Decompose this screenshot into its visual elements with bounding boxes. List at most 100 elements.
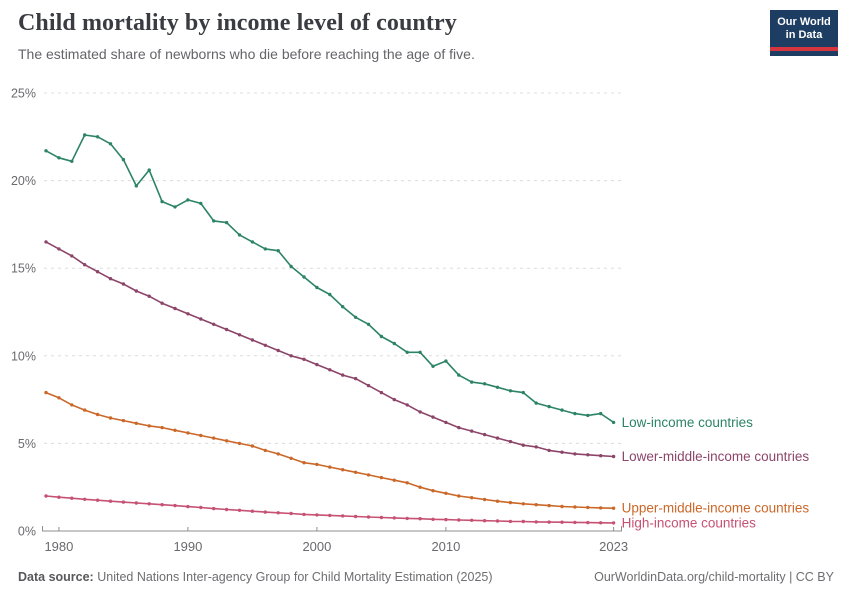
data-point-upper-middle-income-countries [160, 425, 164, 430]
data-point-high-income-countries [70, 496, 74, 500]
data-point-upper-middle-income-countries [147, 424, 151, 428]
data-point-low-income-countries [560, 408, 564, 412]
data-point-lower-middle-income-countries [508, 439, 513, 444]
data-point-lower-middle-income-countries [186, 312, 190, 316]
data-point-low-income-countries [366, 322, 371, 326]
data-point-high-income-countries [508, 519, 513, 524]
data-point-low-income-countries [353, 315, 358, 319]
data-point-low-income-countries [173, 205, 177, 209]
data-point-lower-middle-income-countries [444, 420, 448, 425]
data-point-upper-middle-income-countries [263, 448, 267, 453]
data-point-high-income-countries [121, 500, 126, 504]
data-point-lower-middle-income-countries [212, 322, 216, 326]
series-label-upper-middle-income-countries[interactable]: Upper-middle-income countries [622, 501, 810, 516]
data-point-lower-middle-income-countries [44, 240, 48, 244]
data-point-lower-middle-income-countries [611, 454, 616, 459]
data-point-upper-middle-income-countries [405, 481, 409, 485]
data-point-upper-middle-income-countries [599, 506, 603, 510]
y-tick-label: 15% [11, 262, 36, 276]
data-point-lower-middle-income-countries [57, 247, 61, 251]
data-point-high-income-countries [599, 521, 603, 525]
data-point-high-income-countries [302, 512, 306, 517]
x-tick-label: 1990 [173, 539, 202, 554]
data-point-lower-middle-income-countries [199, 317, 203, 321]
data-point-lower-middle-income-countries [328, 368, 332, 372]
data-point-high-income-countries [366, 515, 371, 519]
data-point-high-income-countries [95, 498, 100, 502]
data-source-text: United Nations Inter-agency Group for Ch… [97, 570, 493, 584]
data-point-upper-middle-income-countries [508, 500, 513, 505]
data-point-high-income-countries [482, 519, 487, 523]
series-label-low-income-countries[interactable]: Low-income countries [622, 415, 754, 430]
data-point-low-income-countries [328, 292, 332, 297]
data-point-high-income-countries [560, 520, 564, 524]
series-line-upper-middle-income-countries[interactable] [45, 391, 615, 510]
y-tick-label: 0% [18, 525, 36, 539]
data-point-lower-middle-income-countries [95, 270, 100, 274]
data-point-upper-middle-income-countries [237, 441, 242, 446]
data-point-high-income-countries [289, 511, 293, 516]
data-point-upper-middle-income-countries [289, 456, 293, 460]
data-point-low-income-countries [160, 199, 164, 204]
data-point-upper-middle-income-countries [379, 475, 384, 480]
data-point-high-income-countries [470, 518, 474, 522]
data-point-high-income-countries [57, 495, 61, 499]
data-point-low-income-countries [470, 380, 474, 384]
data-point-lower-middle-income-countries [237, 333, 242, 337]
data-point-high-income-countries [315, 513, 319, 517]
owid-logo[interactable]: Our World in Data [770, 10, 838, 56]
series-label-lower-middle-income-countries[interactable]: Lower-middle-income countries [622, 449, 810, 464]
data-point-upper-middle-income-countries [431, 489, 435, 493]
data-point-lower-middle-income-countries [302, 357, 306, 361]
data-point-low-income-countries [521, 390, 525, 395]
data-point-low-income-countries [134, 184, 138, 188]
owid-citation-link[interactable]: OurWorldinData.org/child-mortality | CC … [594, 570, 834, 584]
data-point-upper-middle-income-countries [44, 390, 48, 395]
data-point-upper-middle-income-countries [199, 433, 203, 438]
data-point-high-income-countries [547, 520, 551, 524]
data-point-lower-middle-income-countries [392, 397, 396, 402]
data-point-upper-middle-income-countries [573, 505, 577, 509]
data-point-high-income-countries [611, 521, 616, 525]
series-line-high-income-countries[interactable] [45, 495, 615, 524]
data-point-upper-middle-income-countries [418, 485, 422, 489]
data-point-low-income-countries [599, 411, 603, 416]
data-point-high-income-countries [147, 502, 151, 506]
series-line-low-income-countries[interactable] [45, 134, 615, 424]
data-point-low-income-countries [121, 157, 126, 162]
y-tick-label: 10% [11, 349, 36, 363]
data-point-lower-middle-income-countries [405, 403, 409, 407]
data-point-low-income-countries [57, 156, 61, 160]
data-point-high-income-countries [431, 517, 435, 521]
data-point-low-income-countries [418, 350, 422, 354]
data-point-lower-middle-income-countries [70, 254, 74, 258]
data-point-lower-middle-income-countries [276, 348, 280, 353]
data-source-note: Data source: United Nations Inter-agency… [18, 570, 493, 584]
data-point-high-income-countries [495, 519, 500, 523]
data-point-high-income-countries [379, 515, 384, 520]
data-point-lower-middle-income-countries [315, 362, 319, 367]
data-point-lower-middle-income-countries [173, 306, 177, 311]
series-label-high-income-countries[interactable]: High-income countries [622, 515, 757, 530]
data-point-upper-middle-income-countries [57, 396, 61, 400]
data-point-low-income-countries [431, 364, 435, 368]
data-point-high-income-countries [108, 499, 113, 503]
data-point-low-income-countries [83, 133, 87, 137]
data-point-high-income-countries [212, 506, 216, 511]
data-point-low-income-countries [495, 385, 500, 389]
data-point-high-income-countries [224, 507, 229, 512]
data-point-lower-middle-income-countries [431, 415, 435, 419]
data-point-lower-middle-income-countries [353, 376, 358, 381]
data-point-lower-middle-income-countries [379, 390, 384, 395]
page-title: Child mortality by income level of count… [18, 10, 457, 36]
data-point-lower-middle-income-countries [83, 263, 87, 267]
data-point-upper-middle-income-countries [366, 473, 371, 477]
data-point-lower-middle-income-countries [457, 425, 461, 430]
data-point-upper-middle-income-countries [534, 503, 538, 507]
series-line-lower-middle-income-countries[interactable] [45, 241, 615, 458]
data-point-lower-middle-income-countries [134, 289, 138, 293]
x-tick-label: 2010 [431, 539, 460, 554]
data-point-lower-middle-income-countries [521, 443, 525, 447]
data-point-upper-middle-income-countries [392, 478, 396, 482]
